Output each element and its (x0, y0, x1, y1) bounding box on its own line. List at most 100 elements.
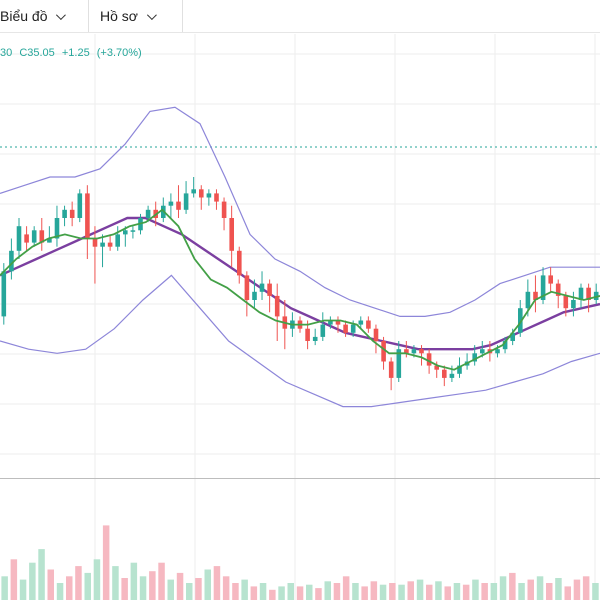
volume-bar (84, 572, 91, 600)
candle-body (199, 189, 204, 198)
candle-body (1, 271, 7, 317)
tab-chart-label: Biểu đồ (0, 8, 48, 24)
volume-bar (324, 581, 331, 600)
volume-bar (112, 566, 119, 600)
candle (176, 185, 181, 218)
volume-bar (481, 583, 488, 600)
candle-body (373, 328, 379, 341)
candle-body (343, 324, 348, 333)
candle-body (381, 341, 386, 362)
bollinger-lower-band (0, 274, 600, 408)
volume-bar (139, 576, 147, 600)
volume-bar (149, 571, 156, 600)
candle (472, 345, 477, 366)
candle-body (578, 287, 584, 300)
volume-bar (19, 579, 27, 600)
candle (343, 320, 348, 337)
candle-body (214, 193, 219, 202)
candle (274, 283, 280, 341)
candle-body (259, 283, 265, 292)
price-chart[interactable] (0, 34, 600, 600)
candle-body (31, 230, 37, 243)
volume-bar (213, 566, 221, 600)
candle (548, 267, 553, 292)
candle (540, 267, 546, 305)
candle (320, 312, 326, 341)
volume-bar (407, 581, 414, 600)
volume-bar (444, 586, 451, 600)
candle (244, 271, 250, 317)
candle-body (350, 324, 356, 333)
candle-body (457, 365, 462, 374)
volume-bar (389, 583, 396, 600)
candle-body (123, 230, 128, 235)
candle-body (434, 365, 439, 370)
volume-bar (398, 584, 405, 600)
candle (16, 218, 22, 259)
candle (237, 246, 242, 284)
candle-body (115, 234, 120, 247)
candle-body (328, 320, 333, 325)
candle-body (540, 275, 546, 300)
volume-bar (102, 525, 110, 600)
volume-bar (29, 562, 36, 600)
candle (199, 185, 204, 210)
volume-bar (287, 583, 294, 600)
volume-bar (499, 576, 507, 600)
chevron-down-icon (146, 9, 157, 20)
candle-body (221, 201, 227, 218)
candle (267, 279, 272, 313)
candle-body (366, 320, 371, 329)
candle-body (77, 193, 83, 218)
candle-body (100, 242, 105, 247)
candle (442, 365, 447, 387)
candle-body (39, 230, 45, 243)
tab-chart[interactable]: Biểu đồ (0, 0, 67, 32)
candle (54, 205, 60, 247)
volume-bar (278, 586, 285, 600)
candle-body (518, 308, 523, 333)
ohlc-change: +1.25 (61, 47, 90, 59)
volume-bar (296, 586, 304, 600)
candle (39, 218, 45, 251)
candle (388, 357, 394, 391)
candle-body (571, 300, 576, 309)
candle (328, 316, 333, 329)
volume-bar (546, 583, 553, 600)
candle-body (593, 291, 599, 300)
candle (31, 226, 37, 247)
candle-body (9, 250, 14, 272)
candle-body (130, 230, 136, 232)
candle (282, 300, 288, 350)
candle (358, 316, 364, 329)
candle (259, 271, 265, 300)
volume-bar (573, 579, 581, 600)
candle (24, 226, 29, 251)
candle-body (525, 291, 531, 309)
candle (578, 283, 584, 309)
candle-body (176, 201, 181, 210)
candle (518, 300, 523, 337)
chart-grid (0, 34, 600, 600)
candle-body (183, 193, 189, 210)
candle (62, 205, 67, 227)
candle-body (548, 275, 553, 284)
candle (92, 226, 98, 284)
volume-bar (490, 583, 498, 600)
volume-bar (204, 569, 211, 600)
volume-bar (121, 578, 128, 600)
tab-profile[interactable]: Hồ sơ (100, 0, 157, 32)
candle (419, 345, 424, 366)
tab-divider (88, 0, 89, 32)
volume-bar (232, 583, 239, 600)
candle (191, 177, 196, 198)
tab-profile-label: Hồ sơ (100, 8, 138, 24)
candle-body (206, 193, 212, 198)
candle-body (24, 234, 29, 243)
volume-bar (435, 581, 442, 600)
candle (214, 189, 219, 210)
volume-bar (93, 559, 101, 600)
candle (221, 197, 227, 231)
candle (69, 201, 75, 227)
volume-bar (416, 579, 424, 600)
